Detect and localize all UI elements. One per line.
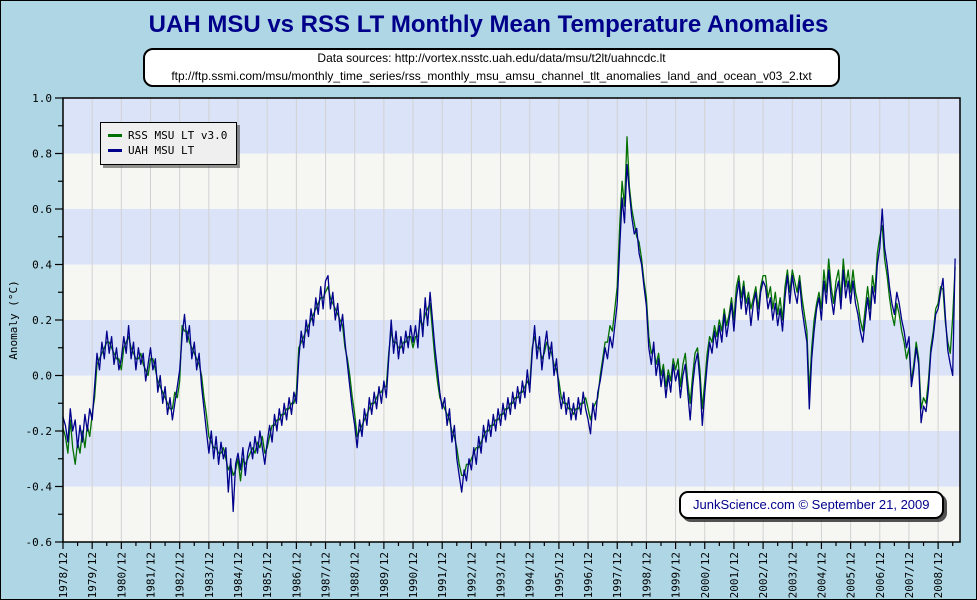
series-line-uah xyxy=(62,163,956,513)
plot-band xyxy=(63,209,960,265)
x-tick-label: 1985/12 xyxy=(261,552,274,598)
x-tick-label: 1979/12 xyxy=(86,552,99,598)
legend-label-uah: UAH MSU LT xyxy=(128,144,195,157)
x-tick-label: 2000/12 xyxy=(699,552,712,598)
y-tick-label: 0.4 xyxy=(32,259,52,272)
rss-line-swatch xyxy=(108,134,122,137)
y-tick-label: 0.6 xyxy=(32,203,52,216)
x-tick-label: 1982/12 xyxy=(174,552,187,598)
x-tick-label: 1981/12 xyxy=(145,552,158,598)
x-tick-label: 1999/12 xyxy=(670,552,683,598)
x-tick-label: 1991/12 xyxy=(436,552,449,598)
legend-label-rss: RSS MSU LT v3.0 xyxy=(128,129,228,142)
y-tick-label: -0.4 xyxy=(26,481,53,494)
y-tick-label: -0.2 xyxy=(26,425,53,438)
data-sources-box: Data sources: http://vortex.nsstc.uah.ed… xyxy=(143,48,840,87)
x-tick-label: 1988/12 xyxy=(349,552,362,598)
legend-item-rss: RSS MSU LT v3.0 xyxy=(108,129,227,142)
x-tick-label: 2003/12 xyxy=(786,552,799,598)
x-tick-label: 1992/12 xyxy=(465,552,478,598)
legend-item-uah: UAH MSU LT xyxy=(108,144,227,157)
data-sources-line-2: ftp://ftp.ssmi.com/msu/monthly_time_seri… xyxy=(171,68,812,83)
x-tick-label: 1980/12 xyxy=(115,552,128,598)
y-axis-title: Anomaly (°C) xyxy=(7,280,20,359)
x-tick-label: 1984/12 xyxy=(232,552,245,598)
y-tick-label: 1.0 xyxy=(32,92,52,105)
x-tick-label: 2005/12 xyxy=(845,552,858,598)
x-tick-label: 2006/12 xyxy=(874,552,887,598)
y-tick-label: 0.8 xyxy=(32,148,52,161)
x-tick-label: 2008/12 xyxy=(932,552,945,598)
x-tick-label: 2004/12 xyxy=(815,552,828,598)
attribution-box: JunkScience.com © September 21, 2009 xyxy=(679,491,944,519)
chart-title: UAH MSU vs RSS LT Monthly Mean Temperatu… xyxy=(148,11,829,38)
x-tick-label: 1995/12 xyxy=(553,552,566,598)
y-tick-label: 0.2 xyxy=(32,314,52,327)
x-tick-label: 1998/12 xyxy=(640,552,653,598)
x-tick-label: 1978/12 xyxy=(57,552,70,598)
x-tick-label: 1983/12 xyxy=(203,552,216,598)
x-tick-label: 2007/12 xyxy=(903,552,916,598)
x-tick-label: 1987/12 xyxy=(320,552,333,598)
x-tick-label: 1994/12 xyxy=(524,552,537,598)
x-tick-label: 1993/12 xyxy=(495,552,508,598)
x-tick-label: 1996/12 xyxy=(582,552,595,598)
plot-band xyxy=(63,431,960,487)
y-tick-label: 0.0 xyxy=(32,370,52,383)
x-tick-label: 2002/12 xyxy=(757,552,770,598)
plot-band xyxy=(63,264,960,320)
data-sources-line-1: Data sources: http://vortex.nsstc.uah.ed… xyxy=(317,51,666,66)
x-tick-label: 1986/12 xyxy=(290,552,303,598)
x-tick-label: 2001/12 xyxy=(728,552,741,598)
uah-line-swatch xyxy=(108,149,122,152)
x-tick-label: 1989/12 xyxy=(378,552,391,598)
y-tick-label: -0.6 xyxy=(26,536,53,549)
x-tick-label: 1997/12 xyxy=(611,552,624,598)
legend: RSS MSU LT v3.0 UAH MSU LT xyxy=(100,122,238,165)
x-tick-label: 1990/12 xyxy=(407,552,420,598)
